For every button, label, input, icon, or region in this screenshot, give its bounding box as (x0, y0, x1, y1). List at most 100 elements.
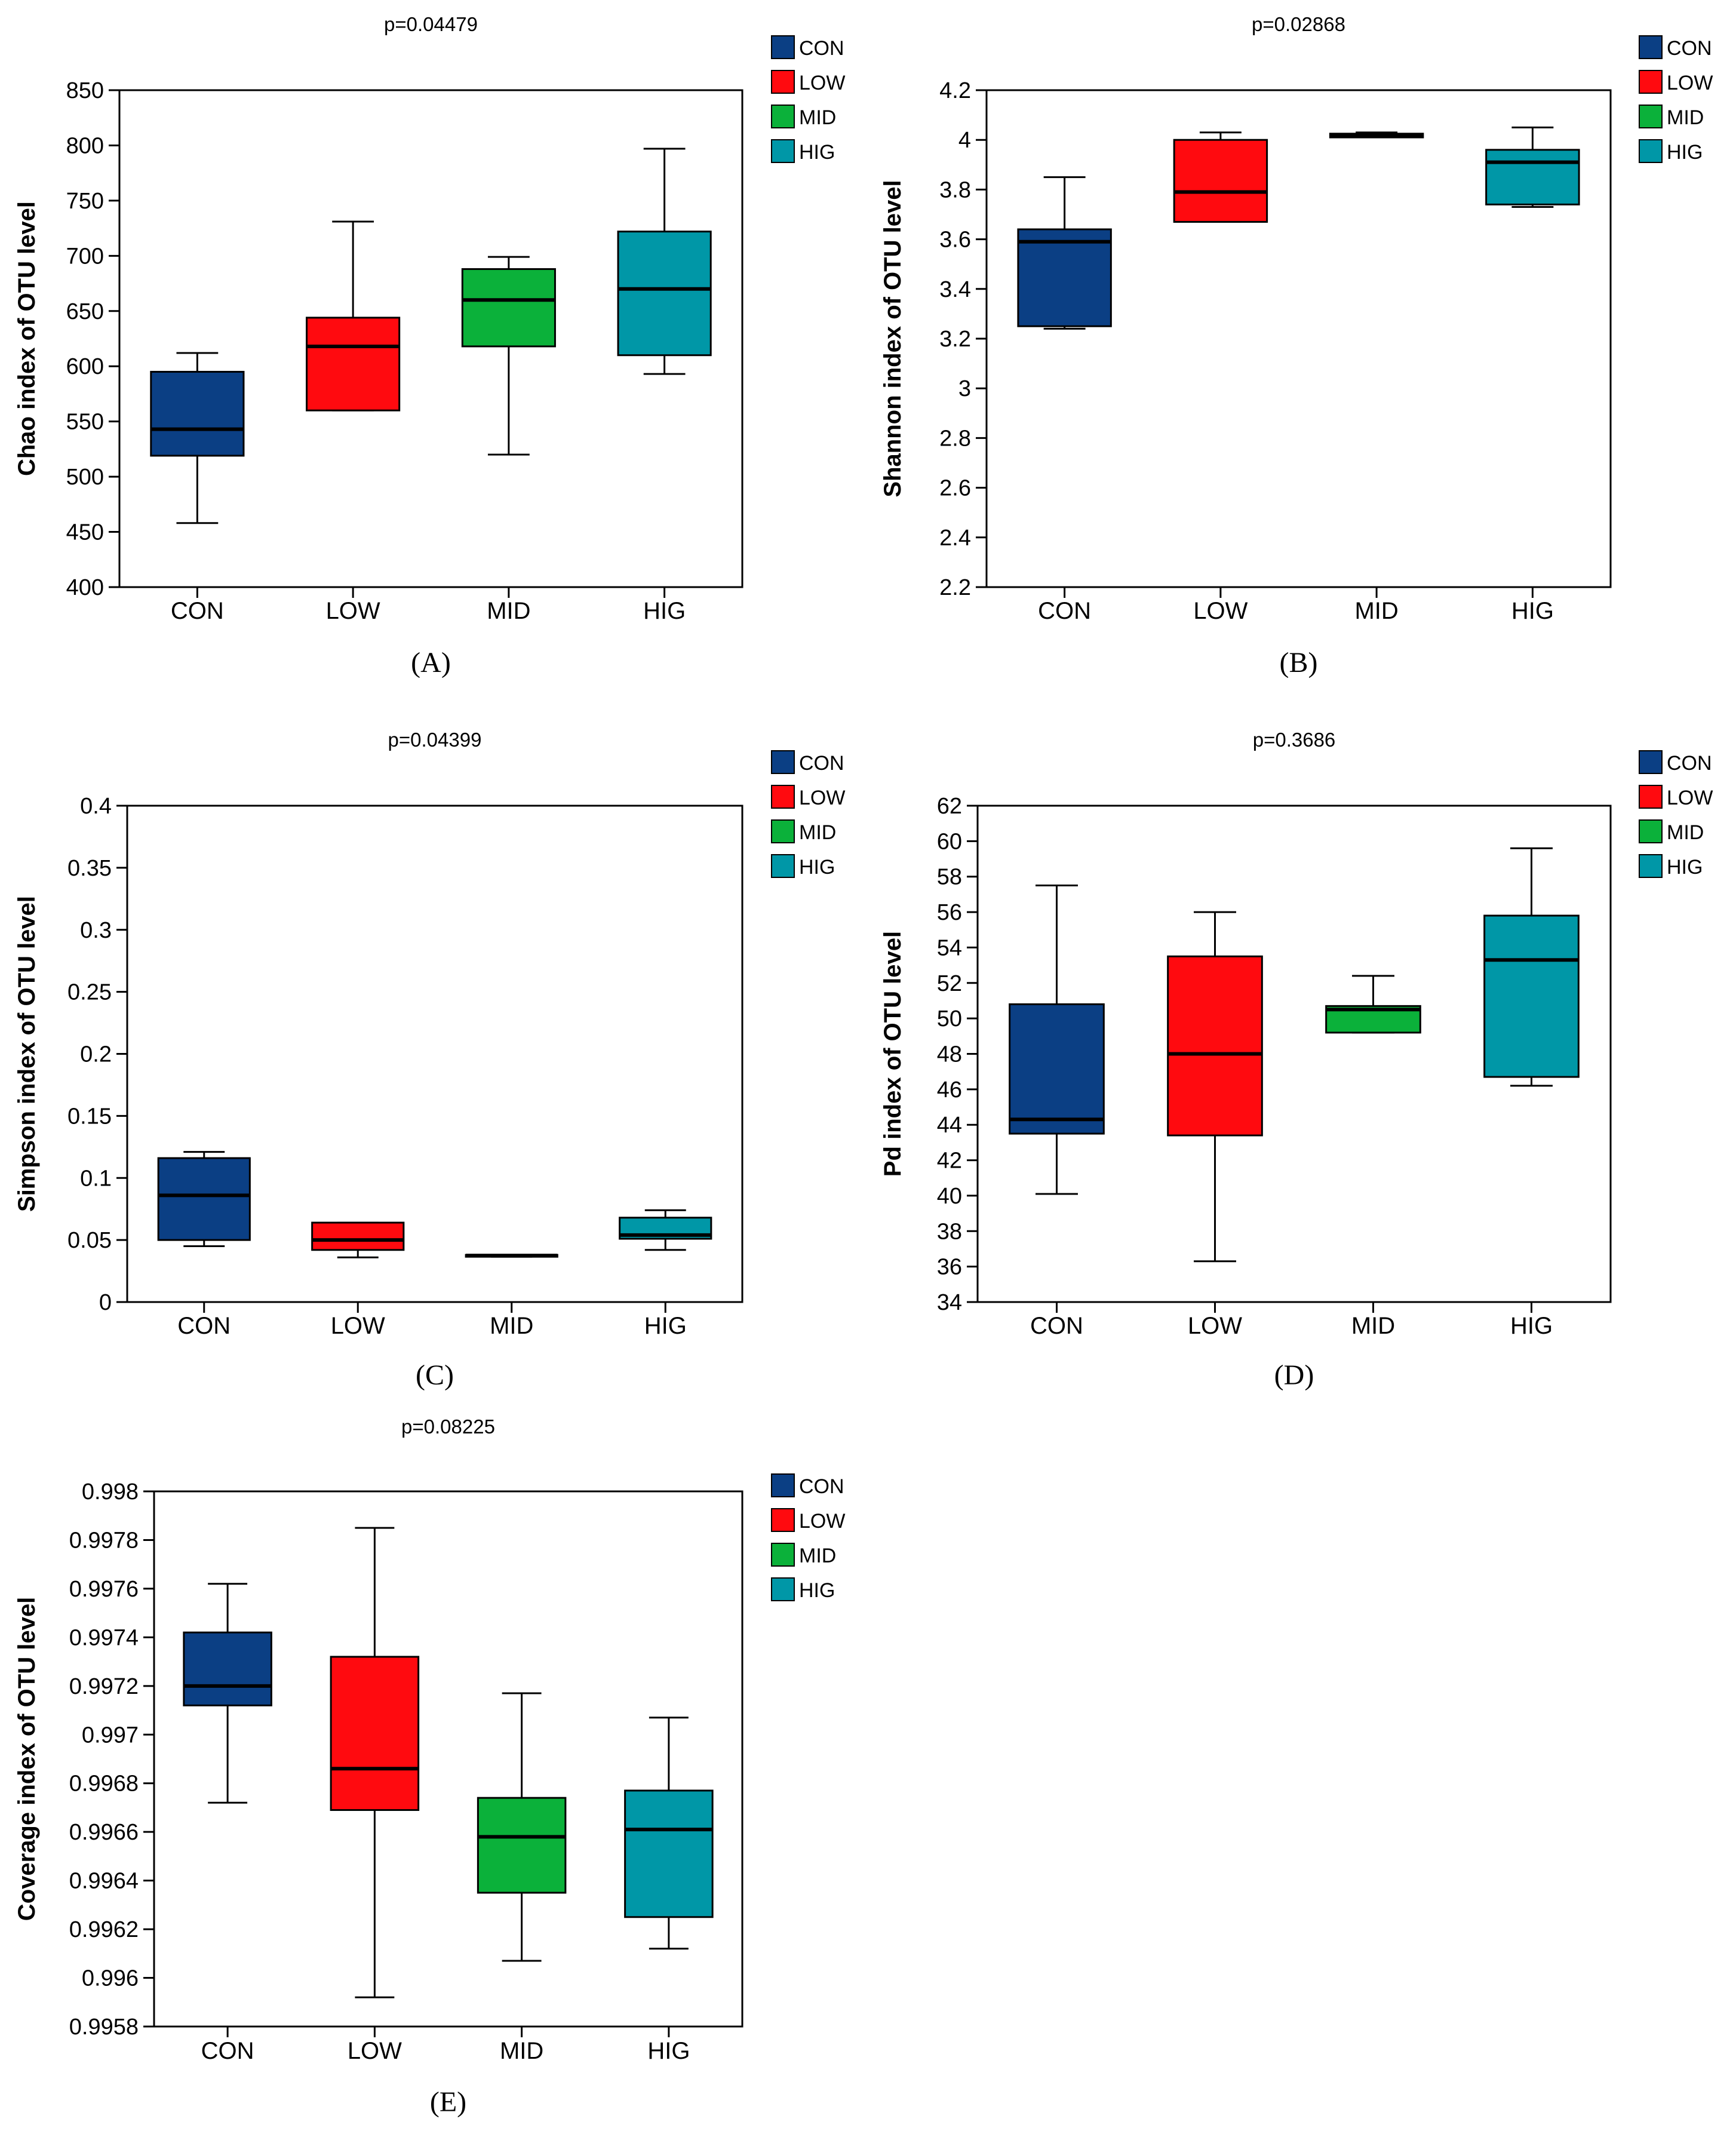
box-con (150, 352, 245, 524)
box-con (1017, 176, 1112, 330)
x-tick-label: LOW (331, 1313, 385, 1339)
legend-swatch-mid (771, 819, 795, 843)
x-tick-label: MID (1351, 1313, 1395, 1339)
box-con (1009, 885, 1105, 1195)
box-iqr (461, 268, 556, 348)
y-tick-label: 56 (937, 900, 962, 925)
legend-label-mid: MID (799, 821, 836, 844)
legend-label-low: LOW (799, 1510, 845, 1533)
box-iqr (183, 1631, 272, 1706)
y-tick-label: 0.2 (80, 1042, 112, 1067)
box-hig (619, 1209, 712, 1251)
legend-label-con: CON (1667, 752, 1712, 775)
box-hig (1483, 847, 1580, 1087)
y-tick-label: 2.6 (939, 476, 971, 501)
legend-swatch-con (771, 1473, 795, 1497)
y-tick-label: 2.4 (939, 526, 971, 551)
legend-swatch-mid (1639, 819, 1663, 843)
y-tick-label: 0.9976 (69, 1577, 139, 1602)
legend-swatch-con (1639, 750, 1663, 774)
chart-panel-1: p=0.02868 2.2 2.4 2.6 2.8 3 3.2 3.4 3.6 3.8 4 4.2 Sh… (880, 13, 1713, 678)
legend-swatch-con (771, 35, 795, 59)
box-low (330, 1527, 420, 1998)
box-iqr (157, 1157, 251, 1241)
legend-swatch-hig (1639, 854, 1663, 878)
y-tick-label: 58 (937, 865, 962, 890)
x-tick-label: HIG (644, 1313, 687, 1339)
box-hig (617, 148, 712, 375)
legend-swatch-mid (771, 1543, 795, 1567)
box-low (1173, 131, 1268, 223)
y-tick-label: 750 (66, 189, 104, 214)
box-low (311, 1221, 405, 1258)
y-tick-label: 0.9978 (69, 1528, 139, 1553)
y-tick-label: 0.9968 (69, 1771, 139, 1797)
box-con (183, 1583, 272, 1804)
y-tick-label: 0.996 (82, 1966, 139, 1991)
y-tick-label: 46 (937, 1077, 962, 1103)
panel-label: (D) (1274, 1359, 1314, 1391)
legend-swatch-mid (771, 105, 795, 128)
panel-label: (E) (430, 2086, 466, 2118)
legend-label-low: LOW (799, 787, 845, 809)
x-tick-label: HIG (647, 2038, 690, 2064)
y-tick-label: 0.1 (80, 1166, 112, 1191)
y-tick-label: 54 (937, 935, 962, 960)
legend-swatch-low (1639, 785, 1663, 809)
y-tick-label: 0.9962 (69, 1917, 139, 1942)
y-tick-label: 42 (937, 1149, 962, 1174)
legend-label-hig: HIG (799, 141, 835, 164)
x-tick-label: HIG (1511, 598, 1554, 624)
legend-label-con: CON (799, 1475, 844, 1498)
box-hig (624, 1717, 714, 1950)
y-tick-label: 52 (937, 971, 962, 996)
y-tick-label: 0.05 (67, 1228, 112, 1253)
x-tick-label: CON (171, 598, 224, 624)
legend-label-con: CON (1667, 37, 1712, 60)
y-tick-label: 650 (66, 299, 104, 324)
legend-swatch-hig (1639, 139, 1663, 163)
plot-frame (153, 1490, 743, 2028)
y-tick-label: 400 (66, 575, 104, 600)
box-iqr (1017, 228, 1112, 327)
legend-swatch-low (771, 1508, 795, 1532)
y-tick-label: 48 (937, 1042, 962, 1067)
legend-swatch-low (771, 70, 795, 94)
chart-panel-4: p=0.08225 0.9958 0.996 0.9962 0.9964 0.9966 0.… (14, 1416, 845, 2118)
legend-label-mid: MID (799, 106, 836, 129)
box-iqr (330, 1656, 420, 1812)
x-tick-label: LOW (1188, 1313, 1242, 1339)
box-iqr (306, 317, 401, 412)
y-tick-label: 700 (66, 244, 104, 269)
y-tick-label: 0.997 (82, 1723, 139, 1748)
y-tick-label: 38 (937, 1219, 962, 1244)
y-tick-label: 44 (937, 1113, 962, 1138)
y-tick-label: 4.2 (939, 78, 971, 103)
x-tick-label: CON (1030, 1313, 1083, 1339)
panel-label: (A) (411, 647, 451, 678)
y-axis-label: Shannon index of OTU level (880, 180, 906, 497)
box-con (157, 1151, 251, 1248)
box-mid (1329, 131, 1424, 139)
box-low (1167, 911, 1263, 1263)
x-tick-label: LOW (348, 2038, 402, 2064)
y-tick-label: 0.9964 (69, 1869, 139, 1894)
legend-label-hig: HIG (799, 1579, 835, 1602)
box-iqr (150, 370, 245, 457)
y-tick-label: 4 (958, 128, 971, 153)
y-tick-label: 36 (937, 1255, 962, 1280)
box-iqr (1009, 1003, 1105, 1135)
y-tick-label: 0.9972 (69, 1674, 139, 1699)
y-tick-label: 0.25 (67, 980, 112, 1005)
legend-label-low: LOW (1667, 72, 1713, 94)
chart-title: p=0.02868 (1252, 13, 1345, 35)
y-tick-label: 3 (958, 376, 971, 401)
box-iqr (1483, 914, 1580, 1078)
y-tick-label: 62 (937, 794, 962, 819)
legend-label-hig: HIG (1667, 141, 1703, 164)
y-tick-label: 600 (66, 354, 104, 379)
legend-swatch-hig (771, 139, 795, 163)
chart-title: p=0.04479 (384, 13, 478, 35)
legend-label-low: LOW (1667, 787, 1713, 809)
box-low (306, 220, 401, 412)
